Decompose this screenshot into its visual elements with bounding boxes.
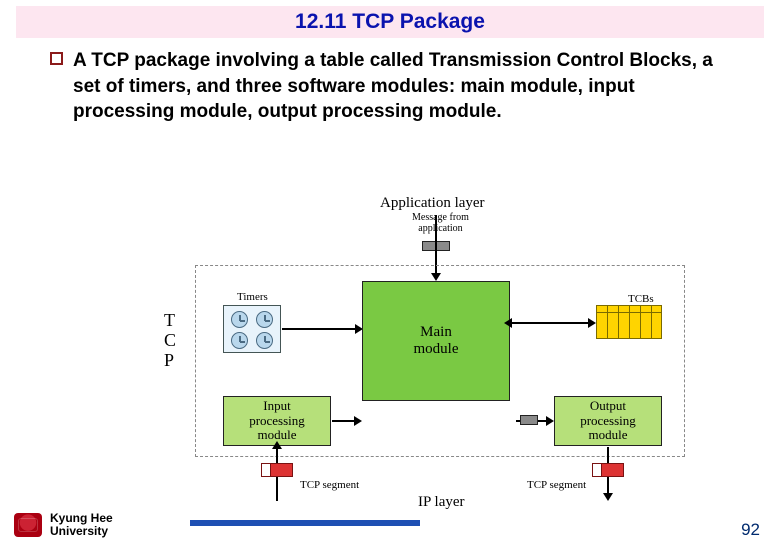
tcbs-label: TCBs — [628, 293, 654, 305]
seg-right-head — [603, 493, 613, 501]
tcbs-box — [596, 305, 662, 339]
footer-line2: University — [50, 525, 113, 538]
input-module-label: Input processing module — [249, 399, 305, 444]
timers-label: Timers — [237, 291, 268, 303]
msg-from-app-label: Message from application — [412, 213, 469, 234]
footer: Kyung Hee University — [14, 512, 113, 538]
tcb-slot — [607, 305, 618, 339]
body-text: A TCP package involving a table called T… — [73, 48, 740, 125]
bullet-marker — [50, 52, 63, 65]
timer-clock-icon — [231, 311, 248, 328]
tcbs-arrow-head-l — [504, 318, 512, 328]
tcb-slot — [618, 305, 629, 339]
output-module-label: Output processing module — [580, 399, 636, 444]
tcb-slot — [651, 305, 662, 339]
tcb-slot — [640, 305, 651, 339]
timers-arrow-line — [282, 328, 357, 330]
seg-right-bar — [592, 463, 624, 477]
tcp-side-label: T C P — [164, 311, 176, 370]
mid-gray-rect — [520, 415, 538, 425]
page-number: 92 — [741, 520, 760, 540]
input-module: Input processing module — [223, 396, 331, 446]
seg-left-bar — [261, 463, 293, 477]
tcp-package-diagram: Application layer Message from applicati… — [0, 201, 780, 506]
main-module: Main module — [362, 281, 510, 401]
main-module-label: Main module — [414, 324, 459, 359]
bullet-row: A TCP package involving a table called T… — [50, 48, 740, 125]
seg-left-head — [272, 441, 282, 449]
timer-clock-icon — [231, 332, 248, 349]
input-arrow-head — [354, 416, 362, 426]
timers-box — [223, 305, 281, 353]
university-crest-icon — [14, 513, 42, 537]
application-layer-label: Application layer — [380, 195, 485, 212]
tcb-slot — [629, 305, 640, 339]
tcbs-arrow-line — [510, 322, 590, 324]
title-text: 12.11 TCP Package — [295, 10, 485, 33]
input-arrow-line — [332, 420, 356, 422]
footer-text: Kyung Hee University — [50, 512, 113, 538]
seg-right-label: TCP segment — [527, 479, 586, 491]
seg-left-label: TCP segment — [300, 479, 359, 491]
tcb-slot — [596, 305, 607, 339]
output-module: Output processing module — [554, 396, 662, 446]
tcbs-arrow-head-r — [588, 318, 596, 328]
footer-line1: Kyung Hee — [50, 512, 113, 525]
output-arrow-head — [546, 416, 554, 426]
timer-clock-icon — [256, 311, 273, 328]
timer-clock-icon — [256, 332, 273, 349]
footer-rule — [190, 520, 420, 526]
slide-title: 12.11 TCP Package — [16, 6, 764, 38]
ip-layer-label: IP layer — [418, 494, 465, 511]
